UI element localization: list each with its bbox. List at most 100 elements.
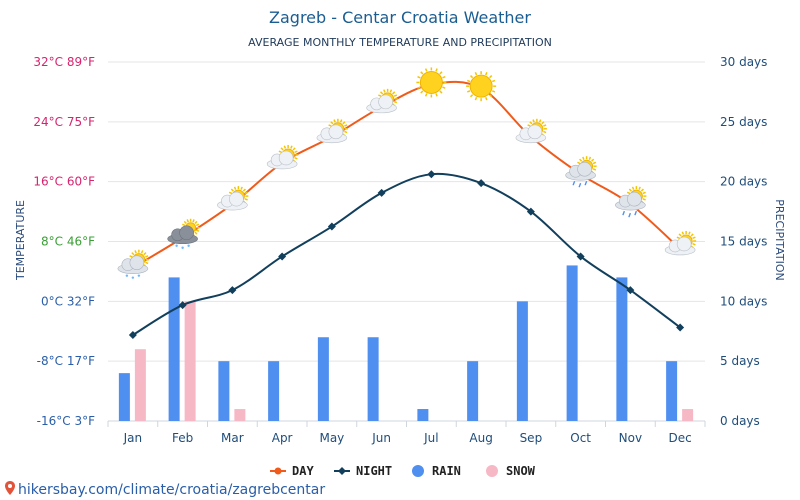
- sun-ray: [244, 191, 248, 195]
- sun-ray: [145, 255, 149, 258]
- sun-ray: [491, 79, 496, 83]
- sun-ray: [529, 121, 533, 125]
- sun-ray: [466, 90, 471, 93]
- x-axis-ticks: Jan Feb Mar Apr May Jun Jul Aug Sep Oct Nov Dec: [123, 431, 692, 445]
- snow-bar: [682, 409, 694, 421]
- sun-ray: [474, 72, 478, 76]
- sun-ray: [543, 130, 547, 134]
- legend-item-snow: SNOW: [486, 464, 536, 478]
- x-tick-label: May: [319, 431, 344, 445]
- sun-ray: [330, 121, 334, 125]
- x-tick-label: Apr: [272, 431, 293, 445]
- sun-ray: [389, 89, 393, 93]
- sun-ray: [183, 220, 187, 225]
- sun-ray: [489, 75, 493, 79]
- sun-ray: [283, 145, 287, 149]
- right-tick-label: 25 days: [720, 115, 767, 129]
- cloud-part: [378, 94, 393, 110]
- night-point: [327, 222, 336, 231]
- sun-ray: [469, 75, 474, 79]
- night-point: [377, 188, 386, 197]
- night-point: [278, 252, 287, 261]
- left-tick-label: 8°C 46°F: [41, 235, 95, 249]
- right-tick-label: 20 days: [720, 175, 767, 189]
- sun-ray: [182, 223, 186, 227]
- rain-drop: [628, 212, 632, 218]
- cloud-part: [577, 161, 592, 177]
- snow-flake: [187, 244, 190, 247]
- legend: DAY NIGHT RAIN SNOW: [270, 464, 536, 478]
- sun-ray: [393, 100, 398, 104]
- cloud-part: [179, 225, 194, 241]
- footer-link[interactable]: hikersbay.com/climate/croatia/zagrebcent…: [18, 482, 325, 498]
- sun-ray: [543, 124, 547, 127]
- rain-drop: [622, 210, 626, 216]
- sun-ray: [692, 242, 696, 246]
- night-point: [676, 323, 685, 332]
- legend-day-icon: [274, 467, 282, 475]
- cloud-part: [527, 124, 543, 140]
- partly-cloudy-icon: [515, 118, 547, 144]
- cloud-part: [278, 150, 294, 166]
- legend-rain-icon: [412, 465, 424, 477]
- x-tick-label: Mar: [221, 431, 244, 445]
- sun-ray: [195, 229, 200, 232]
- snow-flake: [175, 244, 178, 247]
- left-axis-ticks: 32°C 89°F 24°C 75°F 16°C 60°F 8°C 46°F 0°C 3…: [33, 55, 95, 428]
- sun-ray: [140, 250, 144, 254]
- sun-ray: [131, 252, 135, 256]
- sun-ray: [233, 186, 237, 190]
- sun-ray: [328, 124, 332, 127]
- sun-ray: [230, 188, 234, 192]
- partly-cloudy-icon: [664, 230, 697, 256]
- night-line: [132, 172, 681, 336]
- left-axis-label: TEMPERATURE: [14, 200, 27, 281]
- chart-title: Zagreb - Centar Croatia Weather: [269, 8, 531, 27]
- rain-cloud-icon: [565, 156, 597, 188]
- sun-ray: [628, 188, 632, 192]
- sun-ray: [383, 89, 386, 93]
- line-series: [128, 80, 685, 339]
- sun-ray: [294, 150, 298, 153]
- sun-ray: [527, 124, 531, 127]
- rain-drop: [572, 180, 576, 186]
- sun-ray: [532, 119, 535, 123]
- sun-ray: [186, 219, 190, 223]
- sun-ray: [134, 250, 137, 254]
- snow-bar: [184, 301, 196, 421]
- rain-bar: [516, 301, 528, 421]
- sun-ray: [688, 231, 691, 235]
- x-tick-label: Jun: [371, 431, 391, 445]
- sun-ray: [577, 161, 581, 165]
- sun-ray: [588, 156, 592, 161]
- sun-disc: [469, 74, 493, 98]
- sun-ray: [626, 191, 631, 195]
- sun-ray: [442, 86, 446, 89]
- partly-cloudy-icon: [217, 186, 249, 211]
- cloud-part: [627, 191, 642, 207]
- sun-ray: [474, 96, 478, 101]
- sun-ray: [192, 219, 195, 223]
- sun-ray: [642, 198, 646, 201]
- night-point: [427, 170, 436, 179]
- x-tick-label: Jul: [423, 431, 438, 445]
- sun-ray: [631, 186, 635, 190]
- rain-drop: [578, 182, 582, 188]
- left-tick-label: 24°C 75°F: [33, 115, 95, 129]
- cloud-part: [676, 236, 692, 252]
- sun-ray: [344, 130, 348, 134]
- sun-ray: [466, 79, 471, 83]
- cloud-part: [328, 124, 344, 140]
- partly-cloudy-icon: [366, 88, 398, 114]
- sun-ray: [541, 121, 545, 125]
- chart-subtitle: AVERAGE MONTHLY TEMPERATURE AND PRECIPIT…: [248, 36, 552, 49]
- sun-ray: [489, 94, 493, 98]
- rain-bar: [467, 361, 479, 421]
- sun-ray: [294, 156, 298, 160]
- rain-bar: [616, 277, 628, 421]
- legend-snow-icon: [486, 465, 498, 477]
- location-pin-icon: [5, 481, 15, 495]
- footer[interactable]: hikersbay.com/climate/croatia/zagrebcent…: [5, 481, 325, 498]
- rain-bar: [218, 361, 230, 421]
